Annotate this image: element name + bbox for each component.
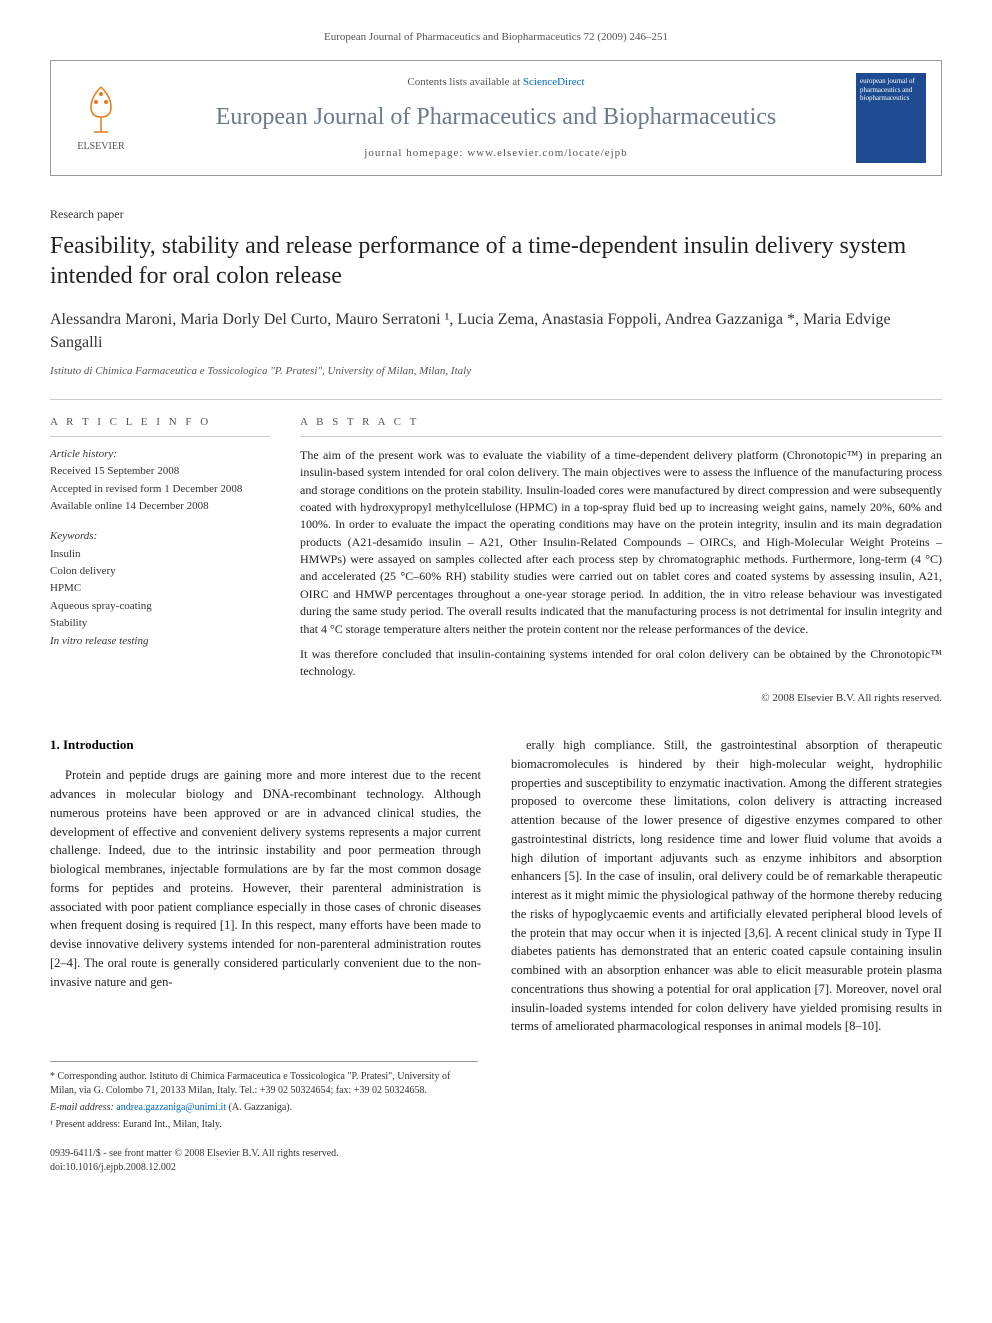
keyword: Stability <box>50 616 270 631</box>
email-label: E-mail address: <box>50 1102 116 1113</box>
email-line: E-mail address: andrea.gazzaniga@unimi.i… <box>50 1101 478 1115</box>
article-info-heading: A R T I C L E I N F O <box>50 415 270 436</box>
article-info-column: A R T I C L E I N F O Article history: R… <box>50 415 270 706</box>
article-title: Feasibility, stability and release perfo… <box>50 231 942 291</box>
publisher-logo: ELSEVIER <box>66 78 136 158</box>
abstract-body: The aim of the present work was to evalu… <box>300 447 942 681</box>
abstract-para-2: It was therefore concluded that insulin-… <box>300 646 942 681</box>
abstract-copyright: © 2008 Elsevier B.V. All rights reserved… <box>300 691 942 706</box>
history-label: Article history: <box>50 448 117 460</box>
article-history-block: Article history: Received 15 September 2… <box>50 447 270 515</box>
journal-homepage-line: journal homepage: www.elsevier.com/locat… <box>151 146 841 161</box>
elsevier-tree-icon <box>76 82 126 137</box>
accepted-date: Accepted in revised form 1 December 2008 <box>50 482 270 497</box>
sciencedirect-link[interactable]: ScienceDirect <box>523 76 585 88</box>
abstract-column: A B S T R A C T The aim of the present w… <box>300 415 942 706</box>
affiliation: Istituto di Chimica Farmaceutica e Tossi… <box>50 364 942 379</box>
body-right-column: erally high compliance. Still, the gastr… <box>511 736 942 1036</box>
keyword: Aqueous spray-coating <box>50 599 270 614</box>
publisher-name: ELSEVIER <box>77 140 124 154</box>
email-author-suffix: (A. Gazzaniga). <box>226 1102 292 1113</box>
cover-title-text: european journal of pharmaceutics and bi… <box>860 77 922 102</box>
article-type-label: Research paper <box>50 206 942 223</box>
present-address-note: ¹ Present address: Eurand Int., Milan, I… <box>50 1118 478 1132</box>
running-citation: European Journal of Pharmaceutics and Bi… <box>50 30 942 45</box>
received-date: Received 15 September 2008 <box>50 464 270 479</box>
journal-cover-thumbnail: european journal of pharmaceutics and bi… <box>856 73 926 163</box>
intro-text-left: Protein and peptide drugs are gaining mo… <box>50 766 481 991</box>
issn-line: 0939-6411/$ - see front matter © 2008 El… <box>50 1147 942 1161</box>
keyword: In vitro release testing <box>50 634 270 649</box>
abstract-para-1: The aim of the present work was to evalu… <box>300 447 942 638</box>
journal-title: European Journal of Pharmaceutics and Bi… <box>151 101 841 135</box>
online-date: Available online 14 December 2008 <box>50 499 270 514</box>
abstract-heading: A B S T R A C T <box>300 415 942 436</box>
keyword: HPMC <box>50 581 270 596</box>
journal-center-block: Contents lists available at ScienceDirec… <box>151 75 841 161</box>
email-link[interactable]: andrea.gazzaniga@unimi.it <box>116 1102 226 1113</box>
info-abstract-section: A R T I C L E I N F O Article history: R… <box>50 399 942 706</box>
body-two-column: 1. Introduction Protein and peptide drug… <box>50 736 942 1036</box>
contents-available-line: Contents lists available at ScienceDirec… <box>151 75 841 90</box>
doi-line: doi:10.1016/j.ejpb.2008.12.002 <box>50 1161 942 1175</box>
keyword: Insulin <box>50 547 270 562</box>
corresponding-author-note: * Corresponding author. Istituto di Chim… <box>50 1070 478 1098</box>
keyword: Colon delivery <box>50 564 270 579</box>
keywords-block: Keywords: Insulin Colon delivery HPMC Aq… <box>50 529 270 649</box>
footnotes-block: * Corresponding author. Istituto di Chim… <box>50 1061 478 1132</box>
keywords-label: Keywords: <box>50 530 97 542</box>
body-left-column: 1. Introduction Protein and peptide drug… <box>50 736 481 1036</box>
intro-text-right: erally high compliance. Still, the gastr… <box>511 736 942 1036</box>
journal-header-box: ELSEVIER Contents lists available at Sci… <box>50 60 942 176</box>
author-list: Alessandra Maroni, Maria Dorly Del Curto… <box>50 309 942 354</box>
page-footer: 0939-6411/$ - see front matter © 2008 El… <box>50 1147 942 1175</box>
contents-prefix: Contents lists available at <box>407 76 522 88</box>
introduction-heading: 1. Introduction <box>50 736 481 754</box>
